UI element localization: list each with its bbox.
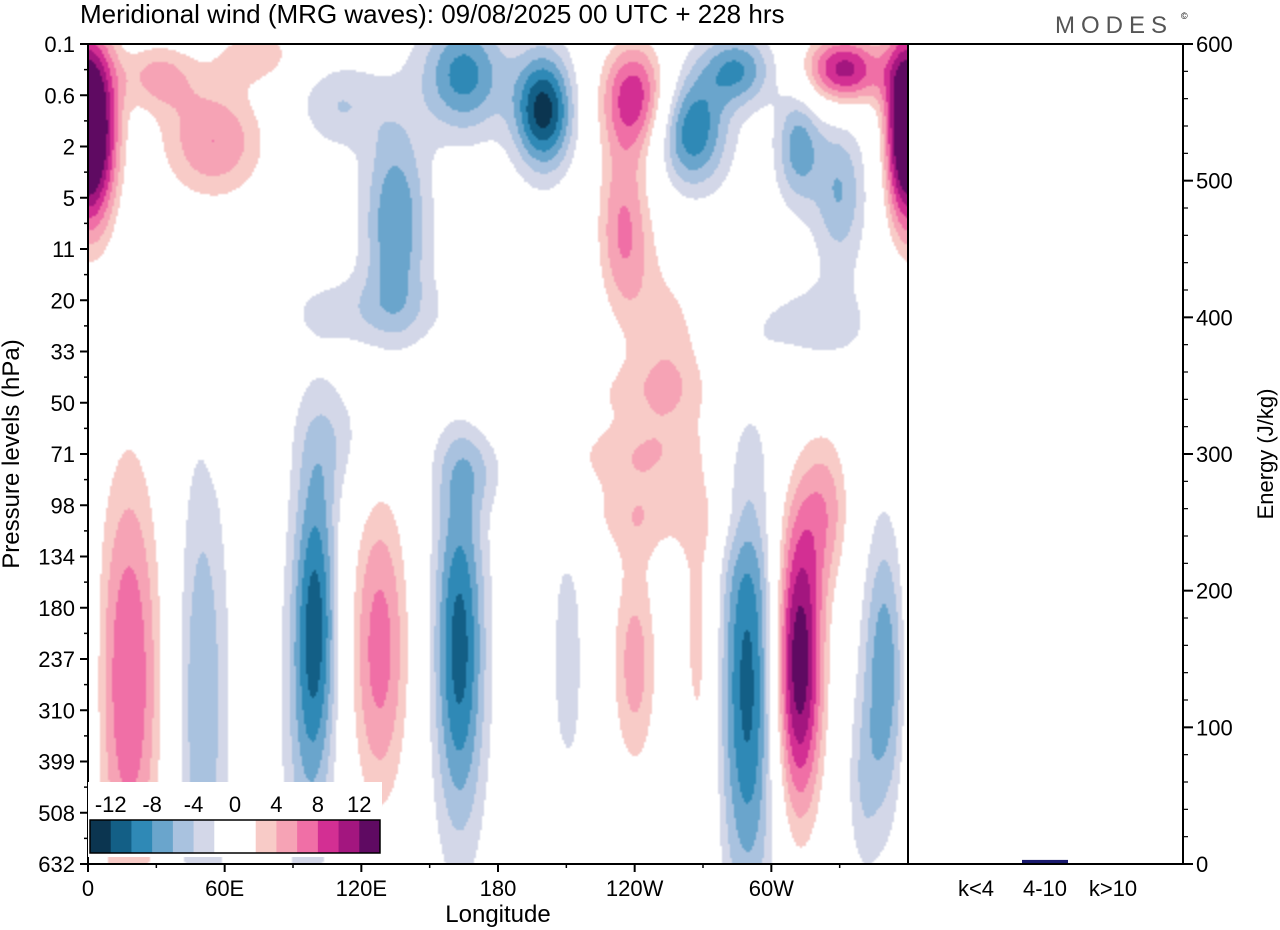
y-tick-label: 50 <box>51 391 75 416</box>
energy-tick-label: 400 <box>1196 305 1233 330</box>
brand-mark: © <box>1181 11 1188 21</box>
x-tick-label: 60E <box>205 876 244 901</box>
energy-category-label: 4-10 <box>1023 876 1067 901</box>
energy-bars: k<4 4-10 k>10 <box>953 859 1137 901</box>
main-panel-frame <box>87 43 909 865</box>
y-tick-label: 0.6 <box>44 83 75 108</box>
colorbar: -12 -8 -4 0 4 8 12 <box>88 782 382 857</box>
colorbar-tick-label: 4 <box>270 792 282 817</box>
colorbar-frame <box>89 819 381 854</box>
y-tick-label: 20 <box>51 288 75 313</box>
colorbar-tick-label: -8 <box>142 792 162 817</box>
energy-category-label: k>10 <box>1089 876 1137 901</box>
energy-tick-label: 600 <box>1196 32 1233 57</box>
y-tick-label: 134 <box>38 545 75 570</box>
chart-title: Meridional wind (MRG waves): 09/08/2025 … <box>80 0 785 29</box>
colorbar-swatch <box>110 820 132 853</box>
colorbar-swatch <box>338 820 360 853</box>
y-tick-label: 310 <box>38 698 75 723</box>
colorbar-swatch <box>255 820 277 853</box>
energy-tick-label: 100 <box>1196 715 1233 740</box>
colorbar-swatch <box>131 820 153 853</box>
x-tick-label: 0 <box>82 876 94 901</box>
colorbar-swatch <box>297 820 319 853</box>
colorbar-tick-label: 8 <box>312 792 324 817</box>
y-tick-label: 33 <box>51 340 75 365</box>
colorbar-tick-label: -4 <box>184 792 204 817</box>
y-tick-label: 98 <box>51 493 75 518</box>
colorbar-swatch <box>193 820 215 853</box>
colorbar-swatch <box>172 820 195 853</box>
colorbar-swatch <box>235 820 257 853</box>
colorbar-swatch <box>152 820 174 853</box>
colorbar-swatch <box>317 820 340 853</box>
x-axis-label: Longitude <box>445 901 550 928</box>
y-tick-label: 399 <box>38 750 75 775</box>
contour-field <box>88 44 908 864</box>
y-axis-label: Pressure levels (hPa) <box>0 339 25 568</box>
colorbar-swatch <box>276 820 298 853</box>
y-tick-label: 5 <box>63 186 75 211</box>
y-tick-label: 237 <box>38 647 75 672</box>
energy-axis-label: Energy (J/kg) <box>1253 389 1278 520</box>
y-tick-label: 11 <box>52 237 75 262</box>
colorbar-swatch <box>359 820 381 853</box>
energy-axis-ticks: 0 100 200 300 400 500 600 <box>1183 32 1233 877</box>
y-tick-label: 0.1 <box>44 32 75 57</box>
brand-logo: MODES <box>1055 12 1173 39</box>
contour-panel: 0.1 0.6 2 5 11 20 33 50 71 98 134 180 237 310 399 508 63… <box>38 32 909 901</box>
x-tick-label: 60W <box>749 876 794 901</box>
energy-category-label: k<4 <box>958 876 994 901</box>
y-tick-label: 508 <box>38 801 75 826</box>
energy-tick-label: 0 <box>1196 852 1208 877</box>
energy-tick-label: 500 <box>1196 169 1233 194</box>
y-tick-label: 632 <box>38 852 75 877</box>
x-tick-label: 120E <box>336 876 387 901</box>
colorbar-tick-label: 0 <box>229 792 241 817</box>
y-tick-label: 180 <box>38 596 75 621</box>
y-tick-label: 2 <box>63 135 75 160</box>
energy-tick-label: 300 <box>1196 442 1233 467</box>
energy-tick-label: 200 <box>1196 579 1233 604</box>
x-tick-label: 180 <box>480 876 517 901</box>
energy-bar <box>1022 859 1068 864</box>
colorbar-tick-label: -12 <box>95 792 127 817</box>
colorbar-swatch <box>90 820 112 853</box>
colorbar-tick-label: 12 <box>347 792 371 817</box>
colorbar-swatch <box>214 820 236 853</box>
y-tick-label: 71 <box>51 442 75 467</box>
x-tick-label: 120W <box>606 876 664 901</box>
energy-panel: 0 100 200 300 400 500 600 k<4 4-10 k>10 <box>908 32 1233 901</box>
main-axis-ticks: 0.1 0.6 2 5 11 20 33 50 71 98 134 180 237 310 399 508 63… <box>38 32 841 901</box>
